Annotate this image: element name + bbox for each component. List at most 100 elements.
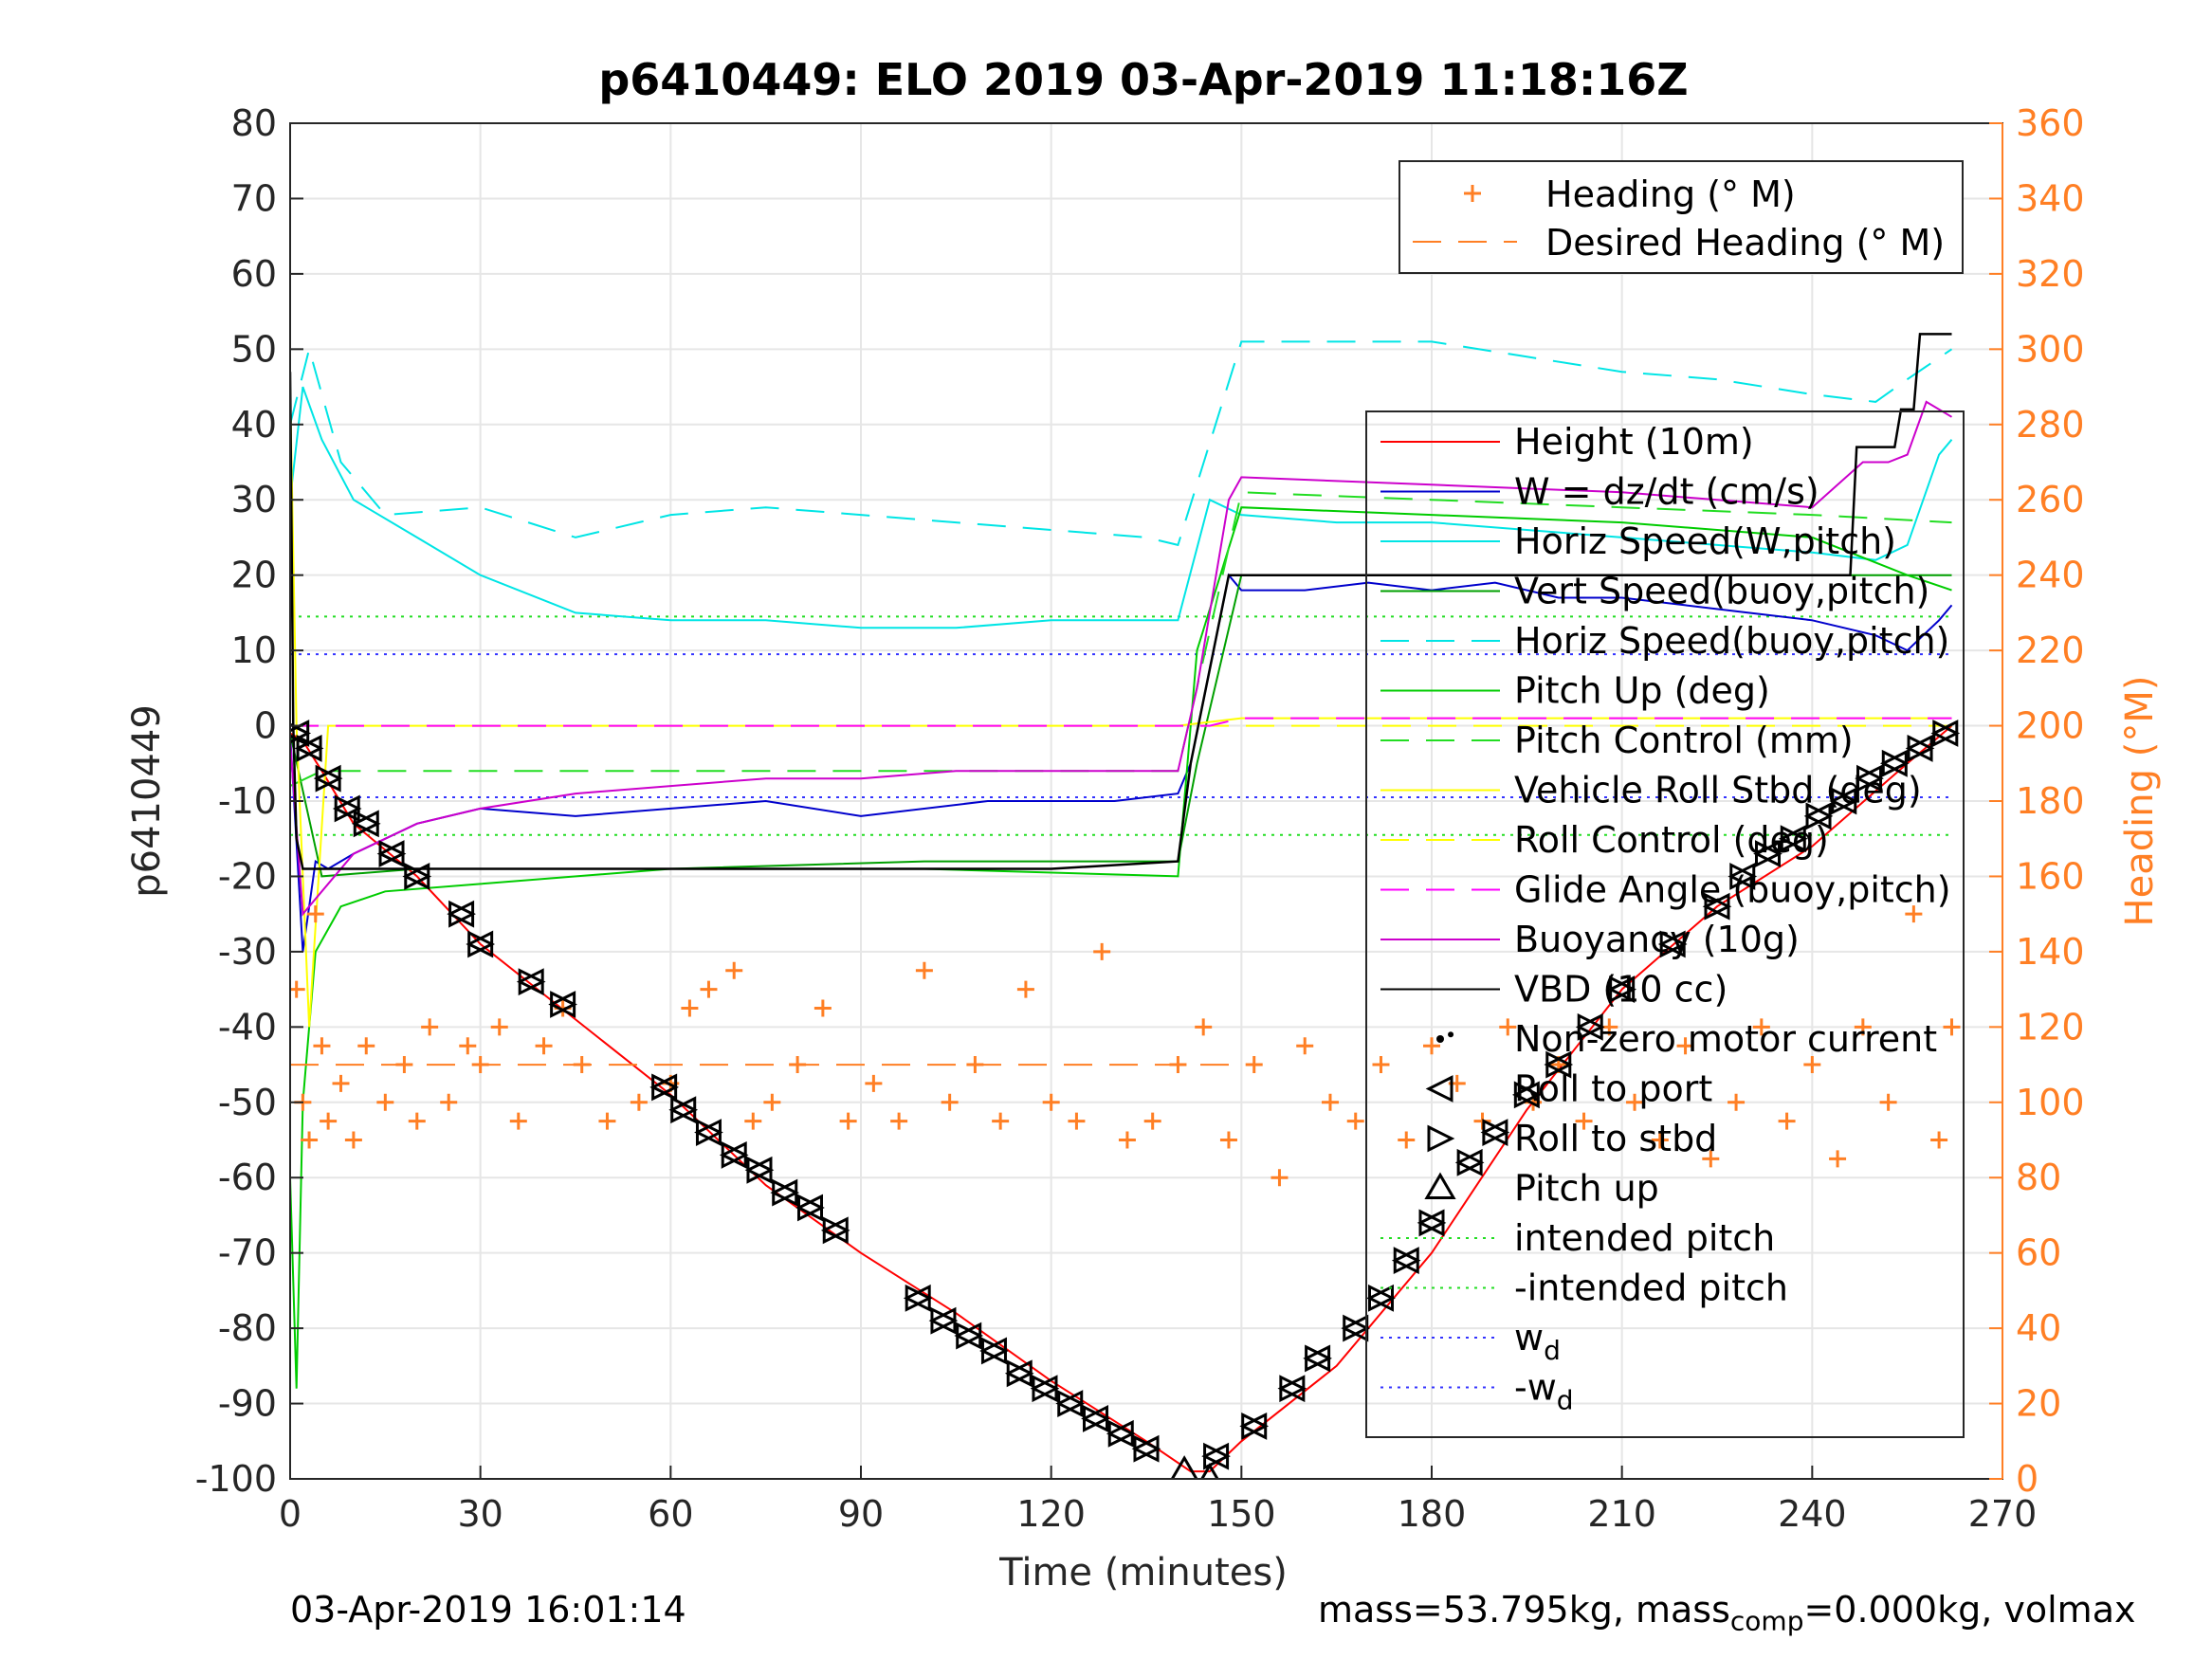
y2-tick-label: 0	[2016, 1458, 2038, 1500]
heading-point	[1346, 1112, 1364, 1130]
chart-title: p6410449: ELO 2019 03-Apr-2019 11:18:16Z	[598, 54, 1688, 105]
x-tick-label: 180	[1398, 1493, 1467, 1535]
plot-area	[290, 333, 1961, 1479]
x-tick-label: 150	[1207, 1493, 1276, 1535]
y-tick-label: -80	[218, 1307, 277, 1349]
y2-tick-label: 160	[2016, 855, 2085, 897]
roll-marker	[1055, 1390, 1086, 1417]
x-tick-label: 60	[648, 1493, 693, 1535]
heading-point	[1271, 1169, 1289, 1187]
roll-marker	[694, 1119, 723, 1146]
x-tick-label: 30	[457, 1493, 503, 1535]
legend-heading-swatch	[1464, 185, 1481, 202]
legend-main: Height (10m) W = dz/dt (cm/s) Horiz Speed(…	[1365, 410, 1965, 1438]
roll-marker	[744, 1156, 775, 1184]
roll-marker	[313, 764, 343, 793]
y2-tick-label: 40	[2016, 1307, 2061, 1349]
heading-point	[459, 1037, 477, 1055]
legend-top: Heading (° M) Desired Heading (° M)	[1398, 160, 1964, 274]
y-tick-label: -20	[218, 855, 277, 897]
y-tick-label: -50	[218, 1082, 277, 1123]
legend-main-label: VBD (10 cc)	[1514, 969, 1728, 1011]
y-tick-label: 10	[231, 629, 277, 671]
y2-tick-label: 120	[2016, 1006, 2085, 1048]
heading-point	[509, 1112, 527, 1130]
footer-timestamp: 03-Apr-2019 16:01:14	[290, 1589, 686, 1631]
legend-top-label: Heading (° M)	[1545, 173, 1796, 215]
legend-main-label: Pitch Up (deg)	[1514, 670, 1770, 712]
roll-marker	[1131, 1434, 1161, 1463]
heading-point	[1321, 1093, 1339, 1111]
y2-tick-label: 140	[2016, 931, 2085, 973]
heading-point	[1803, 1056, 1821, 1074]
roll-marker	[1575, 1012, 1605, 1041]
roll-marker	[466, 930, 496, 958]
roll-marker	[1511, 1081, 1542, 1109]
axes: 0 30 60 90 120 150 180 210 240 270-100-90-80-70-6…	[195, 102, 2085, 1535]
x-tick-label: 120	[1016, 1493, 1086, 1535]
heading-point	[535, 1037, 553, 1055]
heading-point	[763, 1093, 781, 1111]
y2-tick-label: 20	[2016, 1383, 2061, 1425]
heading-point	[1042, 1093, 1060, 1111]
y-tick-label: 50	[231, 328, 277, 370]
roll-marker	[516, 968, 546, 996]
y-tick-label: -60	[218, 1157, 277, 1198]
heading-point	[744, 1112, 762, 1130]
heading-point	[490, 1018, 508, 1036]
heading-point	[1676, 1037, 1694, 1055]
legend-swatch	[1424, 1172, 1456, 1199]
roll-marker	[795, 1194, 825, 1222]
heading-point	[1296, 1037, 1314, 1055]
series-horiz_w	[290, 386, 1953, 629]
legend-main-label: Vert Speed(buoy,pitch)	[1514, 571, 1929, 612]
roll-marker	[668, 1096, 699, 1124]
roll-marker	[1930, 720, 1961, 747]
y-tick-label: 0	[254, 705, 277, 747]
heading-point	[1728, 1093, 1746, 1111]
legend-main-label: -wd	[1514, 1367, 1574, 1416]
heading-point	[421, 1018, 439, 1036]
heading-point	[1829, 1150, 1847, 1168]
heading-point	[332, 1074, 350, 1092]
pitch-up-marker	[1170, 1455, 1198, 1479]
legend-main-label: Glide Angle (buoy,pitch)	[1514, 869, 1951, 911]
y2-tick-label: 240	[2016, 555, 2085, 596]
heading-point	[1778, 1112, 1796, 1130]
x-axis-label: Time (minutes)	[998, 1551, 1288, 1595]
y-tick-label: -70	[218, 1232, 277, 1274]
heading-point	[357, 1037, 375, 1055]
roll-marker	[770, 1178, 800, 1207]
roll-marker	[1657, 930, 1688, 958]
y2-tick-label: 300	[2016, 328, 2085, 370]
heading-point	[1245, 1056, 1263, 1074]
x-tick-label: 270	[1968, 1493, 2038, 1535]
x-tick-label: 210	[1587, 1493, 1656, 1535]
heading-point	[1854, 1018, 1872, 1036]
roll-marker	[903, 1284, 933, 1312]
x-tick-label: 90	[838, 1493, 884, 1535]
y2-tick-label: 280	[2016, 404, 2085, 446]
legend-top-label: Desired Heading (° M)	[1545, 222, 1945, 264]
heading-point	[1752, 1018, 1770, 1036]
roll-marker	[1803, 802, 1834, 830]
roll-marker	[548, 991, 577, 1018]
heading-point	[1499, 1018, 1517, 1036]
pitch-up-marker	[1199, 1463, 1219, 1479]
roll-marker	[1607, 975, 1637, 1004]
heading-point	[1879, 1093, 1897, 1111]
y-tick-label: 20	[231, 555, 277, 596]
legend-swatch	[1427, 1124, 1455, 1153]
roll-marker	[1303, 1344, 1332, 1373]
heading-point	[376, 1093, 394, 1111]
y-tick-label: -100	[195, 1458, 277, 1500]
roll-marker	[1829, 787, 1859, 815]
y-axis-label: p6410449	[125, 704, 169, 898]
roll-marker	[1030, 1375, 1060, 1403]
roll-marker	[1454, 1148, 1485, 1176]
y2-tick-label: 100	[2016, 1082, 2085, 1123]
legend-main-label: Buoyancy (10g)	[1514, 919, 1800, 960]
heading-point	[1626, 1093, 1644, 1111]
roll-marker	[1778, 825, 1808, 853]
roll-marker	[1905, 734, 1935, 762]
